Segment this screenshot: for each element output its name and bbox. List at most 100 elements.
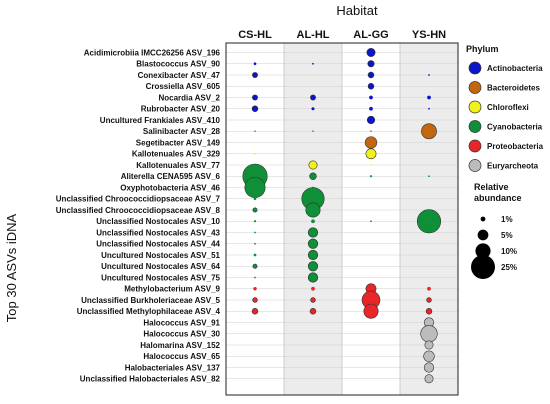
bubble xyxy=(312,62,314,65)
bubble xyxy=(428,175,430,178)
row-label: Kallotenuales ASV_329 xyxy=(132,150,221,159)
row-labels: Acidimicrobiia IMCC26256 ASV_196 Blastoco… xyxy=(56,48,221,383)
legend-phylum-swatch xyxy=(468,81,482,94)
bubble xyxy=(367,71,375,79)
bubble xyxy=(370,220,372,223)
row-label: Unclassified Nostocales ASV_44 xyxy=(96,240,220,249)
legend-phylum-swatch xyxy=(468,100,482,114)
legend-phylum-title: Phylum xyxy=(466,44,499,54)
bubble xyxy=(253,62,257,66)
bubble xyxy=(366,115,376,125)
bubble xyxy=(254,152,256,155)
row-label: Blastococcus ASV_90 xyxy=(136,60,220,69)
row-label: Uncultured Frankiales ASV_410 xyxy=(100,116,221,125)
row-label: Methylobacterium ASV_9 xyxy=(124,285,220,294)
bubble xyxy=(370,130,372,133)
bubble xyxy=(311,219,315,224)
legend-size-swatch xyxy=(475,243,491,259)
bubble xyxy=(252,207,258,213)
bubble xyxy=(307,272,319,283)
bubble xyxy=(370,164,372,166)
column-labels: CS-HL AL-HL AL-GG YS-HN xyxy=(238,29,446,41)
column-label: CS-HL xyxy=(238,29,272,41)
bubble xyxy=(251,105,259,112)
legend-phylum-label: Proteobacteria xyxy=(487,142,544,151)
bubble xyxy=(307,261,319,272)
legend-phylum-label: Actinobacteria xyxy=(487,64,543,73)
shaded-column xyxy=(284,43,342,395)
bubble xyxy=(252,94,258,101)
legend-phylum-swatch xyxy=(468,120,482,133)
bubbles xyxy=(242,48,442,384)
row-label: Conexibacter ASV_47 xyxy=(138,71,221,80)
bubble xyxy=(253,197,257,201)
bubble xyxy=(251,308,259,315)
bubble xyxy=(252,297,258,303)
row-label: Nocardia ASV_2 xyxy=(158,93,220,102)
legend-phylum-entries: Actinobacteria Bacteroidetes Chloroflexi Cy… xyxy=(468,61,544,172)
bubble xyxy=(254,130,256,133)
bubble xyxy=(311,286,315,291)
column-label: AL-GG xyxy=(353,29,388,41)
legend-size-label: 25% xyxy=(501,263,517,272)
bubble xyxy=(309,308,317,315)
bubble xyxy=(425,308,433,315)
legend: Phylum Actinobacteria Bacteroidetes Chloro… xyxy=(466,44,544,279)
bubble xyxy=(307,227,319,238)
row-label: Segetibacter ASV_149 xyxy=(136,138,221,147)
row-label: Uncultured Nostocales ASV_75 xyxy=(101,273,220,282)
column-label: YS-HN xyxy=(412,29,446,41)
bubble xyxy=(367,83,375,90)
bubble xyxy=(423,362,435,373)
bubble xyxy=(424,340,434,350)
bubble xyxy=(427,95,431,100)
legend-size-swatch xyxy=(477,229,489,241)
bubble xyxy=(369,175,373,178)
row-label: Unclassified Burkholeriaceae ASV_5 xyxy=(81,296,220,305)
bubble xyxy=(312,130,314,133)
bubble xyxy=(308,160,318,170)
bubble xyxy=(366,48,376,57)
bubble xyxy=(365,148,377,160)
legend-size-title-line: Relative xyxy=(474,182,509,192)
legend-size-label: 10% xyxy=(501,247,517,256)
bubble xyxy=(309,172,317,180)
plot-frame xyxy=(225,42,459,396)
bubble xyxy=(424,374,434,384)
bubble xyxy=(363,303,379,319)
legend-phylum-swatch xyxy=(468,159,482,172)
bubble xyxy=(427,286,431,291)
row-label: Unclassified Methylophilaceae ASV_4 xyxy=(77,307,221,316)
row-label: Unclassified Halobacteriales ASV_82 xyxy=(80,375,221,384)
bubble xyxy=(310,297,316,303)
legend-phylum-label: Euryarcheota xyxy=(487,162,539,171)
bubble xyxy=(423,350,435,362)
bubble xyxy=(254,276,256,279)
row-label: Halococcus ASV_65 xyxy=(143,352,220,361)
bubble xyxy=(428,107,430,110)
legend-phylum-label: Chloroflexi xyxy=(487,103,529,112)
bubble xyxy=(253,220,257,223)
legend-size-swatch xyxy=(471,255,495,279)
column-label: AL-HL xyxy=(297,29,330,41)
bubble xyxy=(311,107,315,111)
bubble xyxy=(421,123,437,140)
legend-phylum-swatch xyxy=(468,139,482,153)
bubble xyxy=(253,287,257,291)
bubble xyxy=(307,238,319,249)
legend-size-entries: 1% 5% 10% 25% xyxy=(471,215,517,279)
y-axis-label: Top 30 ASVs iDNA xyxy=(4,213,19,322)
row-label: Halococcus ASV_30 xyxy=(143,330,220,339)
row-label: Aliterella CENA595 ASV_6 xyxy=(121,172,221,181)
bubble xyxy=(254,231,256,234)
chart-title: Habitat xyxy=(336,3,378,18)
row-label: Halococcus ASV_91 xyxy=(143,318,220,327)
legend-phylum-label: Cyanobacteria xyxy=(487,123,543,132)
row-label: Unclassified Nostocales ASV_10 xyxy=(96,217,220,226)
bubble xyxy=(254,242,256,245)
row-label: Halomarina ASV_152 xyxy=(140,341,220,350)
bubble xyxy=(420,325,438,343)
row-label: Oxyphotobacteria ASV_46 xyxy=(120,183,220,192)
row-label: Unclassified Chroococcidiopsaceae ASV_7 xyxy=(56,195,221,204)
